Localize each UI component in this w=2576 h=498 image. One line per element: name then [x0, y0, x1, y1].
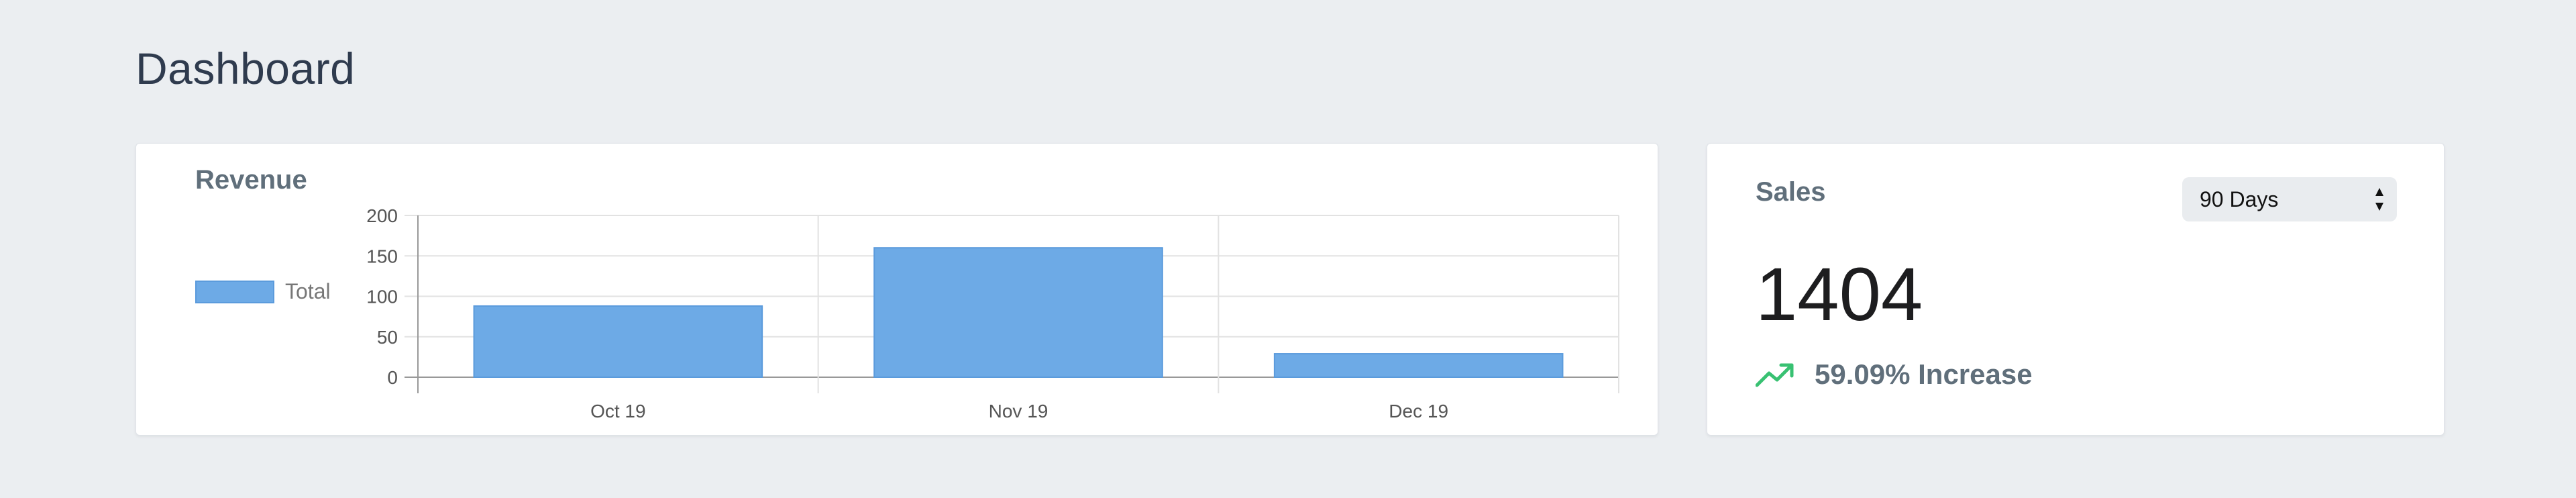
date-range-select[interactable]: 90 Days: [2182, 177, 2397, 221]
legend-label: Total: [285, 279, 331, 303]
page-title: Dashboard: [136, 44, 356, 93]
select-arrows-icon: [2375, 188, 2383, 211]
sales-trend: 59.09% Increase: [1756, 358, 2033, 391]
legend-swatch: [195, 280, 274, 303]
chart-legend[interactable]: Total: [195, 279, 331, 304]
y-tick-label: 150: [366, 246, 398, 266]
revenue-bar-chart: 0 50 100 150 200 Oct 19 Nov 19 Dec 19: [366, 205, 1619, 421]
sales-card: Sales 90 Days 1404 59.09% Increase: [1707, 143, 2445, 436]
y-tick-label: 200: [366, 205, 398, 226]
x-tick-label: Oct 19: [590, 401, 645, 421]
sales-change-label: 59.09% Increase: [1815, 358, 2033, 390]
bar: [873, 247, 1163, 378]
x-tick-label: Nov 19: [989, 401, 1049, 421]
y-tick-label: 50: [377, 327, 398, 348]
y-tick-label: 100: [366, 287, 398, 307]
sales-card-title: Sales: [1756, 177, 1826, 207]
bar: [1273, 353, 1564, 378]
bar: [473, 305, 763, 379]
y-tick-label: 0: [387, 367, 398, 388]
sales-total-value: 1404: [1756, 252, 1923, 336]
date-range-select-value: 90 Days: [2200, 187, 2279, 211]
x-tick-label: Dec 19: [1389, 401, 1448, 421]
trending-up-icon: [1756, 363, 1794, 387]
revenue-card-title: Revenue: [195, 165, 307, 195]
revenue-card: Revenue Total 0 50 100 150 200 Oct 19 Nov 19 De…: [136, 143, 1658, 436]
